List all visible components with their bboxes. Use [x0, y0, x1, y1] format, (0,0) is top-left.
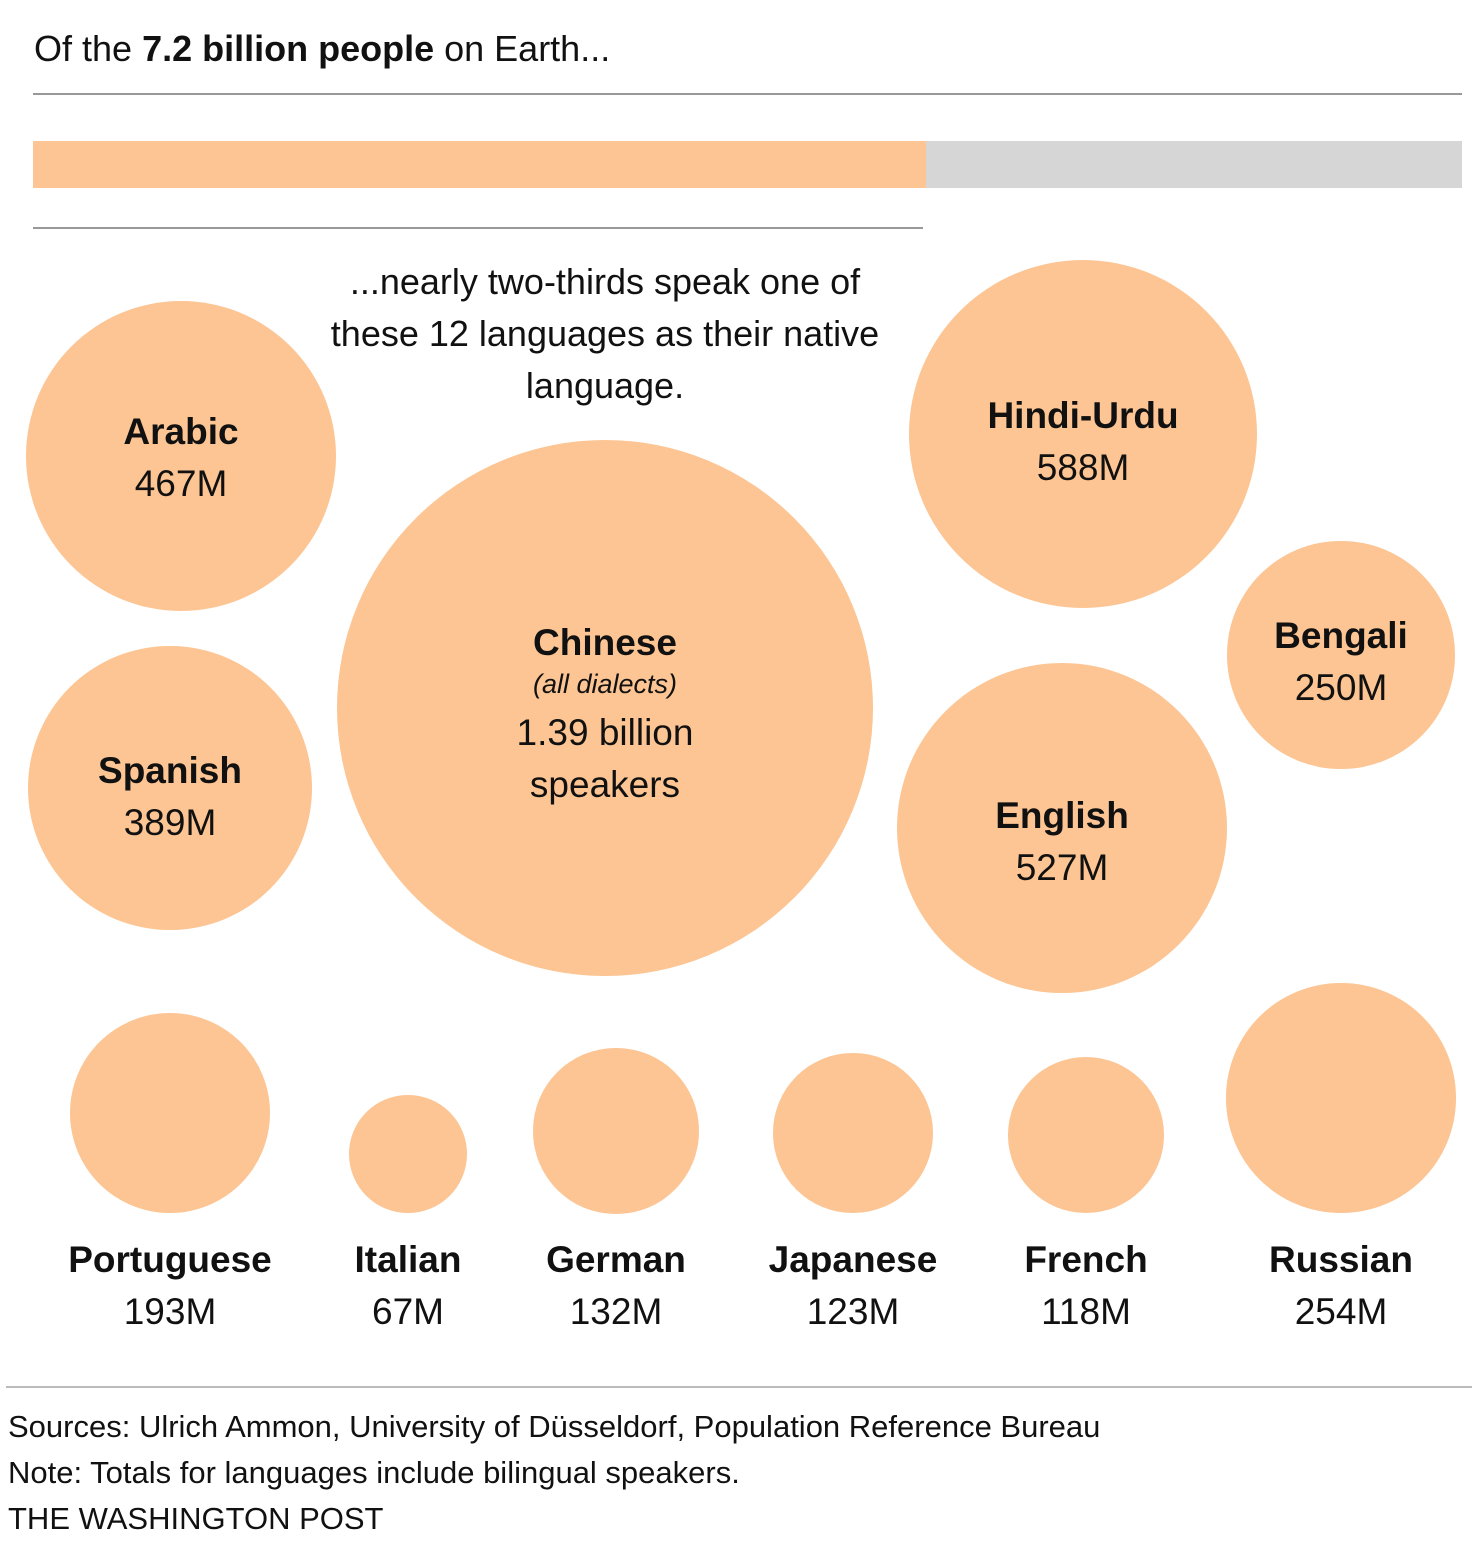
title-bold: 7.2 billion people [142, 28, 435, 69]
value-italian: 67M [372, 1291, 444, 1332]
bubble-french [1007, 1056, 1165, 1214]
label-hindi-urdu: Hindi-Urdu [987, 395, 1179, 436]
value-russian: 254M [1294, 1291, 1388, 1332]
label-chinese: Chinese [533, 622, 677, 663]
bubble-russian [1226, 983, 1456, 1213]
bubble-arabic [25, 300, 337, 612]
label-italian: Italian [354, 1239, 462, 1280]
value-bengali: 250M [1294, 667, 1388, 708]
note: Note: Totals for languages include bilin… [8, 1455, 740, 1490]
footer-rule [6, 1386, 1472, 1388]
bubble-english [896, 662, 1227, 993]
title-post: on Earth... [434, 28, 611, 69]
bubble-italian [349, 1095, 467, 1213]
value-french: 118M [1041, 1291, 1131, 1332]
value-japanese: 123M [806, 1291, 900, 1332]
label-japanese: Japanese [768, 1239, 938, 1280]
annotation: ...nearly two-thirds speak one of these … [330, 261, 880, 406]
label-english: English [995, 795, 1129, 836]
label-french: French [1024, 1239, 1148, 1280]
sublabel-chinese: (all dialects) [532, 669, 678, 699]
bubble-hindi-urdu [908, 259, 1258, 609]
bubble-japanese [773, 1053, 933, 1213]
value-german: 132M [569, 1291, 663, 1332]
population-bar-fill [33, 141, 927, 188]
label-bengali: Bengali [1274, 615, 1408, 656]
population-bar [33, 141, 1462, 188]
value-hindi-urdu: 588M [1036, 447, 1130, 488]
bubble-german [533, 1048, 699, 1214]
share-rule [33, 227, 924, 229]
value-portuguese: 193M [123, 1291, 217, 1332]
value-spanish: 389M [123, 802, 217, 843]
label-portuguese: Portuguese [68, 1239, 272, 1280]
bubble-bengali [1227, 541, 1455, 769]
bubble-portuguese [70, 1013, 270, 1213]
footer: Sources: Ulrich Ammon, University of Düs… [8, 1404, 1100, 1542]
label-spanish: Spanish [98, 750, 242, 791]
value-arabic: 467M [134, 463, 228, 504]
title-pre: Of the [34, 28, 143, 69]
bubble-spanish [28, 646, 312, 930]
value-chinese: 1.39 billion [516, 712, 694, 753]
label-russian: Russian [1269, 1239, 1413, 1280]
sources: Sources: Ulrich Ammon, University of Düs… [8, 1409, 1101, 1444]
bubble-chinese [337, 440, 873, 976]
label-german: German [546, 1239, 686, 1280]
chart-title: Of the 7.2 billion people on Earth... [34, 28, 610, 70]
credit: THE WASHINGTON POST [8, 1501, 384, 1536]
top-rule [33, 93, 1462, 95]
label-arabic: Arabic [123, 411, 239, 452]
value2-chinese: speakers [529, 764, 681, 805]
value-english: 527M [1015, 847, 1109, 888]
